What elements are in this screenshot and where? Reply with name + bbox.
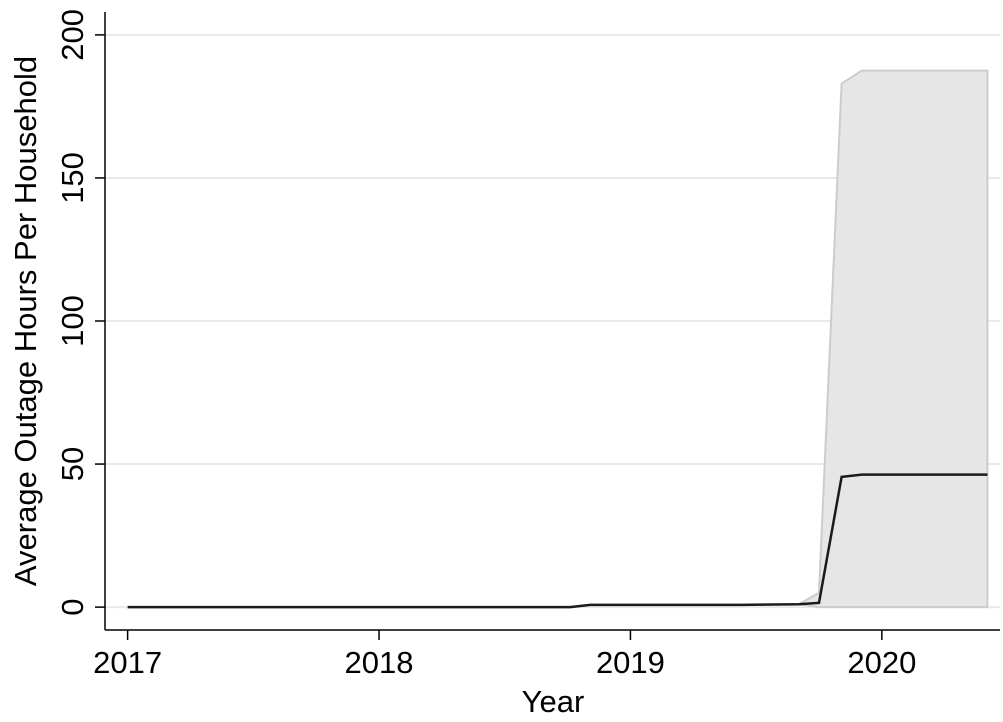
confidence-band (127, 69, 989, 609)
y-tick-label: 50 (55, 447, 90, 481)
y-tick-label: 0 (55, 598, 90, 615)
y-tick-label: 100 (55, 295, 90, 347)
series-line (127, 473, 988, 609)
x-tick-label: 2019 (596, 645, 665, 680)
y-tick-label: 150 (55, 152, 90, 204)
x-tick-label: 2020 (847, 645, 916, 680)
y-tick-label: 200 (55, 9, 90, 61)
x-tick-label: 2017 (93, 645, 162, 680)
x-tick-label: 2018 (345, 645, 414, 680)
x-axis-label: Year (522, 684, 585, 719)
y-axis-label: Average Outage Hours Per Household (8, 56, 43, 586)
